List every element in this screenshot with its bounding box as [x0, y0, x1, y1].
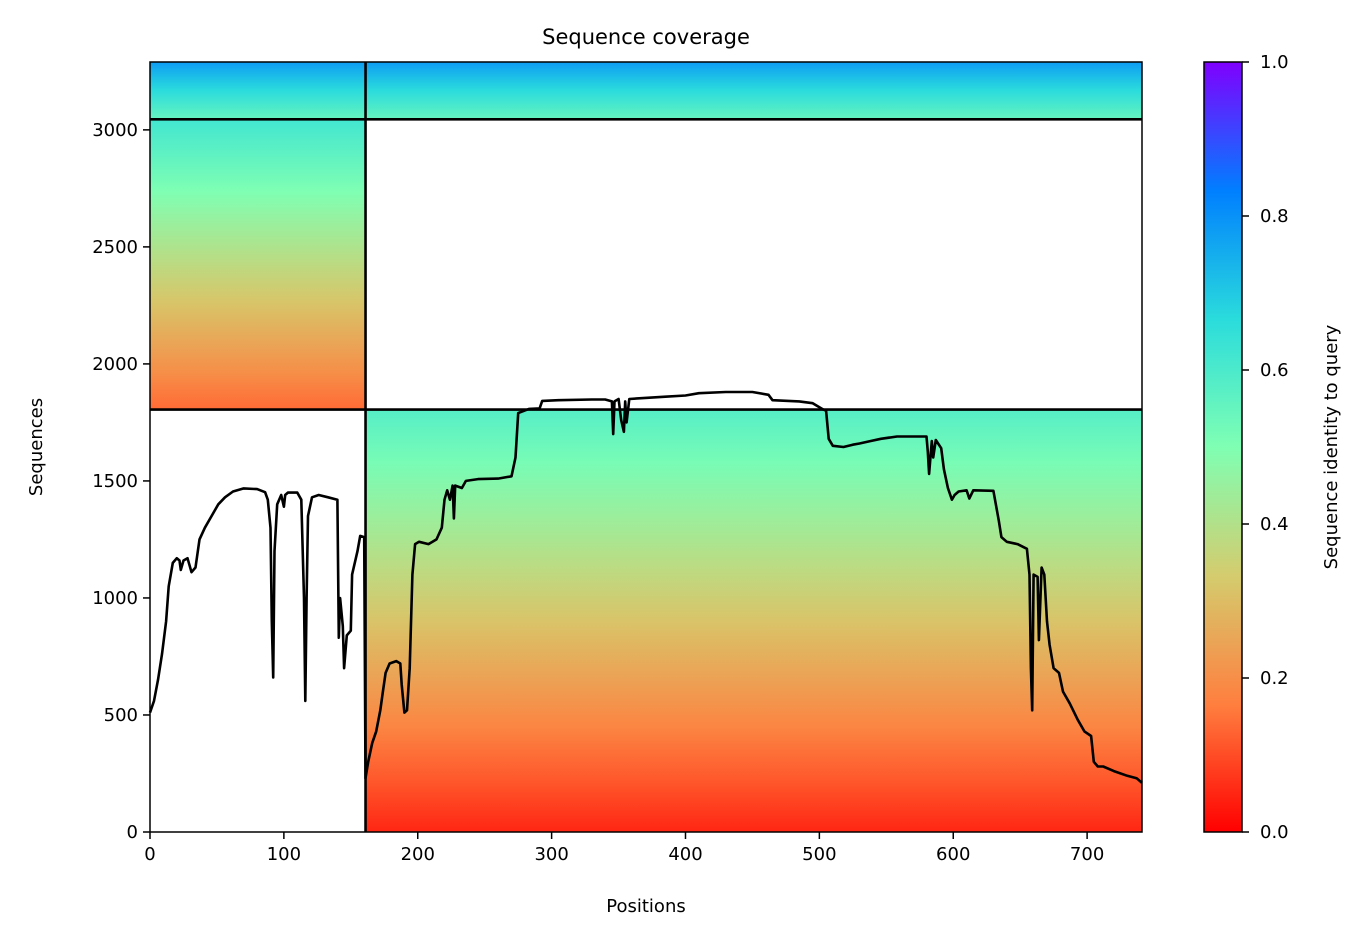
colorbar-gradient — [1203, 61, 1243, 833]
coverage-block-3 — [150, 62, 1142, 120]
colorbar-tick-label: 0.6 — [1260, 360, 1289, 381]
x-tick-label: 600 — [936, 844, 970, 865]
colorbar-ticks: 0.0 0.2 0.4 0.6 0.8 1.0 — [1242, 52, 1289, 843]
coverage-block-1 — [150, 119, 366, 410]
x-tick-label: 100 — [267, 844, 301, 865]
x-tick-label: 200 — [401, 844, 435, 865]
plot-frame — [149, 61, 1143, 833]
y-tick-label: 3000 — [92, 120, 138, 141]
y-tick-label: 2500 — [92, 237, 138, 258]
coverage-block-2 — [365, 409, 1142, 832]
y-tick-label: 2000 — [92, 354, 138, 375]
x-axis-label: Positions — [606, 896, 685, 917]
x-tick-label: 500 — [802, 844, 836, 865]
coverage-line — [148, 390, 1143, 784]
x-axis: 0 100 200 300 400 500 600 700 — [144, 832, 1104, 865]
x-tick-label: 0 — [144, 844, 155, 865]
colorbar-tick-label: 0.4 — [1260, 514, 1289, 535]
x-tick-label: 300 — [534, 844, 568, 865]
colorbar-tick-label: 0.0 — [1260, 822, 1289, 843]
chart-title: Sequence coverage — [542, 25, 750, 49]
colorbar-tick-label: 1.0 — [1260, 52, 1289, 73]
x-tick-label: 700 — [1070, 844, 1104, 865]
colorbar: 0.0 0.2 0.4 0.6 0.8 1.0 Sequence identity to … — [1203, 52, 1342, 843]
y-axis: 0 500 1000 1500 2000 2500 3000 — [92, 120, 150, 843]
y-tick-label: 500 — [104, 705, 138, 726]
x-tick-label: 400 — [668, 844, 702, 865]
y-tick-label: 1000 — [92, 588, 138, 609]
colorbar-tick-label: 0.2 — [1260, 668, 1289, 689]
y-tick-label: 0 — [127, 822, 138, 843]
y-axis-label: Sequences — [26, 398, 47, 496]
colorbar-label: Sequence identity to query — [1321, 324, 1342, 569]
colorbar-tick-label: 0.8 — [1260, 206, 1289, 227]
plot-area — [148, 61, 1143, 833]
y-tick-label: 1500 — [92, 471, 138, 492]
